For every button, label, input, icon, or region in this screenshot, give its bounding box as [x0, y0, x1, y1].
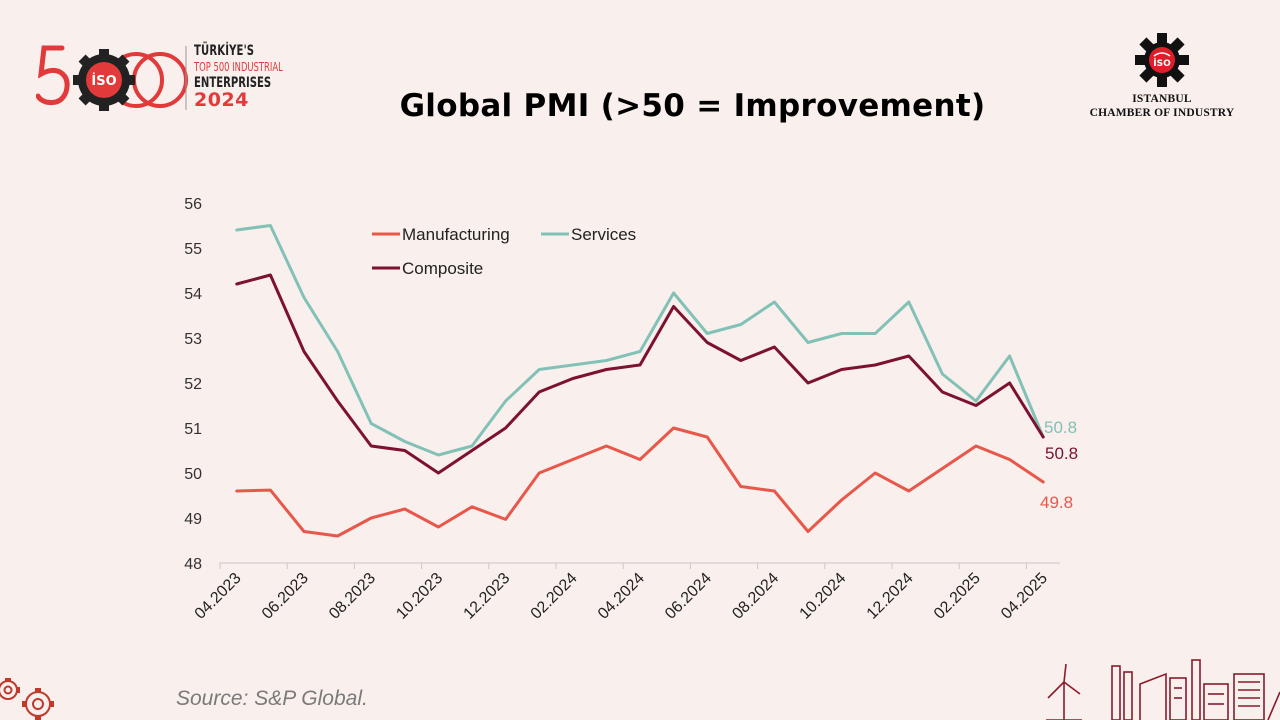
x-tick-label: 04.2023 [192, 570, 245, 623]
legend-label-manufacturing: Manufacturing [402, 225, 510, 244]
logo-line-3: ENTERPRISES [194, 75, 272, 91]
y-tick-label: 48 [184, 556, 202, 573]
x-tick-label: 06.2024 [662, 570, 715, 623]
x-tick-label: 10.2024 [797, 570, 850, 623]
top500-logo: İSO TÜRKİYE'S TOP 500 INDUSTRIAL ENTERPR… [36, 42, 296, 114]
org-name-line2: CHAMBER OF INDUSTRY [1089, 107, 1235, 119]
x-tick-label: 08.2023 [326, 570, 379, 623]
x-tick-label: 12.2023 [461, 570, 514, 623]
svg-text:İSO: İSO [1153, 58, 1171, 69]
legend-label-composite: Composite [402, 259, 483, 278]
gear-icon: İSO [1135, 33, 1189, 87]
y-tick-label: 53 [184, 331, 202, 348]
x-tick-label: 10.2023 [393, 570, 446, 623]
data-label-composite: 50.8 [1045, 444, 1078, 463]
y-tick-label: 55 [184, 241, 202, 258]
series-line-services [235, 224, 1045, 457]
x-tick-label: 02.2025 [931, 570, 984, 623]
y-tick-label: 51 [184, 421, 202, 438]
chart-title: Global PMI (>50 = Improvement) [399, 88, 986, 124]
org-name-line1: ISTANBUL [1132, 93, 1192, 105]
x-tick-label: 08.2024 [729, 570, 782, 623]
svg-text:İSO: İSO [91, 73, 116, 89]
industry-skyline-decoration [1046, 659, 1280, 720]
y-tick-label: 52 [184, 376, 202, 393]
gears-decoration-icon [0, 678, 54, 720]
x-tick-label: 12.2024 [864, 570, 917, 623]
top500-emblem: İSO [36, 45, 188, 111]
data-label-manufacturing: 49.8 [1040, 493, 1073, 512]
x-tick-label: 06.2023 [259, 570, 312, 623]
y-tick-label: 54 [184, 286, 202, 303]
logo-year: 2024 [194, 89, 249, 111]
x-tick-label: 04.2024 [595, 570, 648, 623]
logo-line-1: TÜRKİYE'S [194, 43, 255, 59]
source-note: Source: S&P Global. [176, 687, 368, 710]
logo-line-2: TOP 500 INDUSTRIAL [194, 60, 283, 74]
y-tick-label: 50 [184, 466, 202, 483]
series-line-composite [235, 273, 1045, 475]
data-label-services: 50.8 [1044, 418, 1077, 437]
y-tick-label: 56 [184, 196, 202, 213]
iso-logo: İSO ISTANBUL CHAMBER OF INDUSTRY [1072, 32, 1252, 127]
y-tick-label: 49 [184, 511, 202, 528]
x-tick-label: 04.2025 [998, 570, 1051, 623]
legend-label-services: Services [571, 225, 636, 244]
series-line-manufacturing [235, 426, 1045, 538]
x-tick-label: 02.2024 [528, 570, 581, 623]
